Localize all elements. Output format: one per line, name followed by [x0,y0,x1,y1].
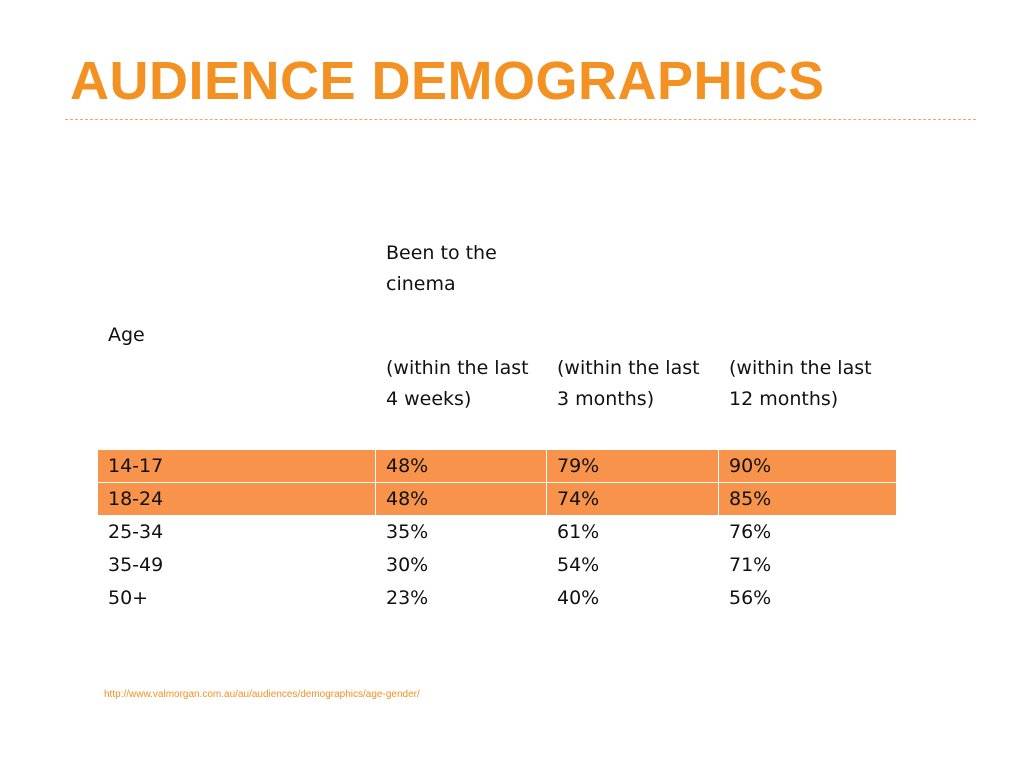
source-link[interactable]: http://www.valmorgan.com.au/au/audiences… [104,689,420,700]
table-row: 25-34 35% 61% 76% [0,516,1024,549]
table-row: 18-24 48% 74% 85% [0,483,1024,516]
table-row: 35-49 30% 54% 71% [0,549,1024,582]
cell-age: 14-17 [108,455,164,477]
cell-age: 35-49 [108,554,164,576]
band-column-divider [375,450,376,515]
cell-4-weeks: 35% [386,521,429,543]
subheader-4-weeks-line1: (within the last [386,357,529,379]
cell-3-months: 79% [557,455,600,477]
subheader-3-months: (within the last 3 months) [557,353,700,415]
header-been-to-cinema: Been to the cinema [386,238,497,300]
cell-3-months: 74% [557,488,600,510]
subheader-12-months-line1: (within the last [729,357,872,379]
cell-12-months: 90% [729,455,772,477]
cell-age: 25-34 [108,521,164,543]
band-divider [98,482,896,483]
header-age: Age [108,324,145,346]
header-been-line2: cinema [386,273,456,295]
header-been-line1: Been to the [386,242,497,264]
title-divider [65,119,976,120]
slide-title: AUDIENCE DEMOGRAPHICS [70,51,825,111]
subheader-3-months-line1: (within the last [557,357,700,379]
band-column-divider [718,450,719,515]
cell-12-months: 76% [729,521,772,543]
cell-3-months: 54% [557,554,600,576]
cell-4-weeks: 30% [386,554,429,576]
subheader-4-weeks: (within the last 4 weeks) [386,353,529,415]
subheader-4-weeks-line2: 4 weeks) [386,388,472,410]
subheader-3-months-line2: 3 months) [557,388,655,410]
cell-3-months: 40% [557,587,600,609]
band-column-divider [546,450,547,515]
cell-4-weeks: 23% [386,587,429,609]
cell-age: 50+ [108,587,149,609]
cell-12-months: 56% [729,587,772,609]
cell-12-months: 85% [729,488,772,510]
table-row: 14-17 48% 79% 90% [0,450,1024,483]
highlight-band-row-2 [98,483,896,515]
cell-3-months: 61% [557,521,600,543]
cell-12-months: 71% [729,554,772,576]
subheader-12-months-line2: 12 months) [729,388,839,410]
subheader-12-months: (within the last 12 months) [729,353,872,415]
highlight-band-row-1 [98,450,896,482]
cell-age: 18-24 [108,488,164,510]
cell-4-weeks: 48% [386,455,429,477]
cell-4-weeks: 48% [386,488,429,510]
table-row: 50+ 23% 40% 56% [0,582,1024,615]
